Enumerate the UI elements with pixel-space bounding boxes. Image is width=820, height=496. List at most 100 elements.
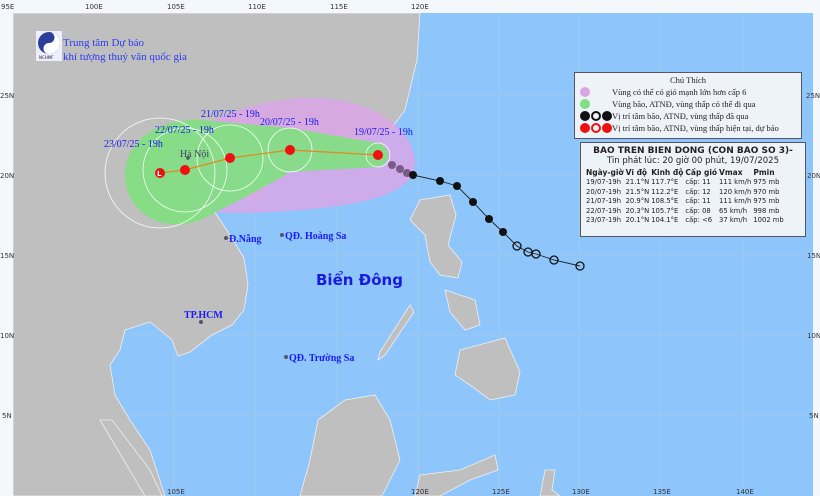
forecast-label: 22/07/25 - 19h: [155, 125, 214, 136]
table-cell: 22/07-19h: [586, 206, 621, 215]
axis-tick-label: 5N: [2, 412, 12, 420]
table-row: 19/07-19h 21.1°N 117.7°E cấp: 11 111 km/h 975…: [586, 178, 786, 188]
table-cell: 20/07-19h: [586, 187, 621, 196]
sulawesi: [414, 454, 499, 496]
past-position-symbols-icon: [580, 111, 612, 121]
axis-tick-label: 25N: [0, 92, 14, 100]
hanoi-marker: [186, 156, 190, 160]
borneo: [299, 394, 401, 496]
truongsa-label: QĐ. Trường Sa: [289, 353, 354, 364]
past-depression-icon: [575, 261, 585, 271]
storm-icon-forecast: [225, 153, 235, 163]
past-position-icon: [396, 165, 404, 173]
past-storm-icon: [409, 171, 417, 179]
table-cell: 975 mb: [753, 197, 780, 205]
table-cell: 20.1°N: [625, 216, 650, 224]
table-row: 21/07-19h 20.9°N 108.5°E cấp: 11 111 km/h 975…: [586, 197, 786, 207]
table-cell: 112.2°E: [651, 187, 679, 196]
bulletin-issued: Tin phát lúc: 20 giờ 00 phút, 19/07/2025: [607, 156, 779, 166]
forecast-positions: L: [155, 145, 383, 178]
purple-area-icon: [580, 87, 590, 97]
danang-label: Đ.Nẵng: [229, 234, 262, 245]
past-depression-icon: [549, 255, 559, 265]
legend-title: Chú Thích: [670, 75, 706, 85]
table-row: 23/07-19h 20.1°N 104.1°E cấp: <6 37 km/h 1002…: [586, 216, 786, 226]
bulletin-title: BAO TREN BIEN DONG (CON BAO SO 3)-: [593, 146, 793, 156]
axis-tick-label: 120E: [411, 488, 429, 496]
table-row: 20/07-19h 21.5°N 112.2°E cấp: 12 120 km/h 970…: [586, 188, 786, 198]
forecast-label: 19/07/25 - 19h: [354, 127, 413, 138]
table-cell: 65 km/h: [719, 206, 748, 215]
legend-label: Vị trí tâm bão, ATNĐ, vùng thấp hiện tại…: [612, 123, 779, 133]
table-cell: 111 km/h: [719, 197, 752, 205]
table-cell: 120 km/h: [719, 187, 752, 196]
legend: Chú Thích Vùng có thể có gió mạnh lớn hơ…: [574, 72, 802, 139]
place-labels: Hà Nội Đ.Nẵng QĐ. Hoàng Sa TP.HCM QĐ. Tr…: [180, 149, 403, 364]
table-cell: 21/07-19h: [586, 197, 621, 205]
axis-tick-label: 105E: [167, 3, 185, 11]
storm-icon-forecast: [285, 145, 295, 155]
table-cell: 117.7°E: [651, 178, 679, 186]
column-header: Vmax: [719, 168, 743, 177]
axis-tick-label: 5N: [809, 412, 819, 420]
past-storm-icon: [499, 228, 507, 236]
mindanao: [454, 337, 521, 401]
table-cell: 21.5°N: [625, 187, 650, 196]
table-cell: 1002 mb: [753, 216, 784, 224]
column-header: Cấp gió: [685, 168, 718, 177]
forecast-label: 21/07/25 - 19h: [201, 109, 260, 120]
table-cell: 104.1°E: [651, 216, 679, 224]
legend-label: Vùng có thể có gió mạnh lớn hơn cấp 6: [612, 87, 747, 97]
table-cell: 20.3°N: [625, 206, 650, 215]
axis-tick-label: 95E: [1, 3, 14, 11]
legend-label: Vùng bão, ATNĐ, vùng thấp có thể đi qua: [612, 99, 756, 109]
agency-logo: NCHMF: [36, 31, 62, 61]
legend-item: Vị trí tâm bão, ATNĐ, vùng thấp hiện tại…: [580, 122, 801, 134]
hoangsa-marker: [280, 233, 284, 237]
axis-tick-label: 140E: [736, 488, 754, 496]
axis-tick-label: 25N: [806, 92, 820, 100]
past-depression-icon: [531, 249, 541, 259]
axis-tick-label: 15N: [807, 252, 820, 260]
hanoi-label: Hà Nội: [180, 149, 209, 160]
storm-cone: [125, 119, 389, 225]
agency-name-line2: khí tượng thuỷ văn quốc gia: [63, 51, 187, 63]
axis-tick-label: 110E: [248, 3, 266, 11]
axis-tick-label: 130E: [572, 488, 590, 496]
column-header: Pmin: [753, 168, 775, 177]
past-storm-icon: [485, 215, 493, 223]
table-cell: 975 mb: [753, 178, 780, 186]
logo-text: NCHMF: [39, 55, 54, 60]
forecast-label: 20/07/25 - 19h: [260, 117, 319, 128]
legend-item: Vùng có thể có gió mạnh lớn hơn cấp 6: [580, 86, 801, 98]
past-position-icon: [388, 161, 396, 169]
axis-tick-label: 120E: [411, 3, 429, 11]
axis-tick-label: 105E: [167, 488, 185, 496]
column-header: Kinh độ: [651, 168, 684, 177]
table-cell: cấp: 08: [685, 206, 711, 215]
column-header: Vĩ độ: [625, 168, 648, 177]
table-cell: 111 km/h: [719, 178, 752, 186]
hcm-marker: [199, 320, 203, 324]
bulletin-table: Ngày-giờ Vĩ độ Kinh độ Cấp gió Vmax Pmin…: [586, 166, 786, 226]
past-storm-icon: [469, 198, 477, 206]
danang-marker: [224, 236, 228, 240]
table-cell: cấp: <6: [685, 216, 713, 224]
table-cell: 105.7°E: [651, 206, 679, 215]
axis-tick-label: 15N: [0, 252, 14, 260]
halmahera: [539, 469, 561, 496]
past-positions: [388, 161, 585, 271]
forecast-labels: 19/07/25 - 19h 20/07/25 - 19h 21/07/25 -…: [104, 109, 413, 150]
past-storm-icon: [436, 177, 444, 185]
bangka-island: [99, 419, 163, 496]
visayas: [444, 289, 481, 331]
legend-label: Vị trí tâm bão, ATNĐ, vùng thấp đã qua: [612, 111, 749, 121]
axis-tick-label: 135E: [653, 488, 671, 496]
table-header: Ngày-giờ Vĩ độ Kinh độ Cấp gió Vmax Pmin: [586, 166, 786, 178]
low-pressure-letter: L: [157, 170, 162, 178]
sea-label: Biển Đông: [316, 270, 403, 289]
table-cell: 20.9°N: [625, 197, 650, 205]
table-cell: 970 mb: [753, 187, 780, 196]
past-storm-icon: [453, 182, 461, 190]
